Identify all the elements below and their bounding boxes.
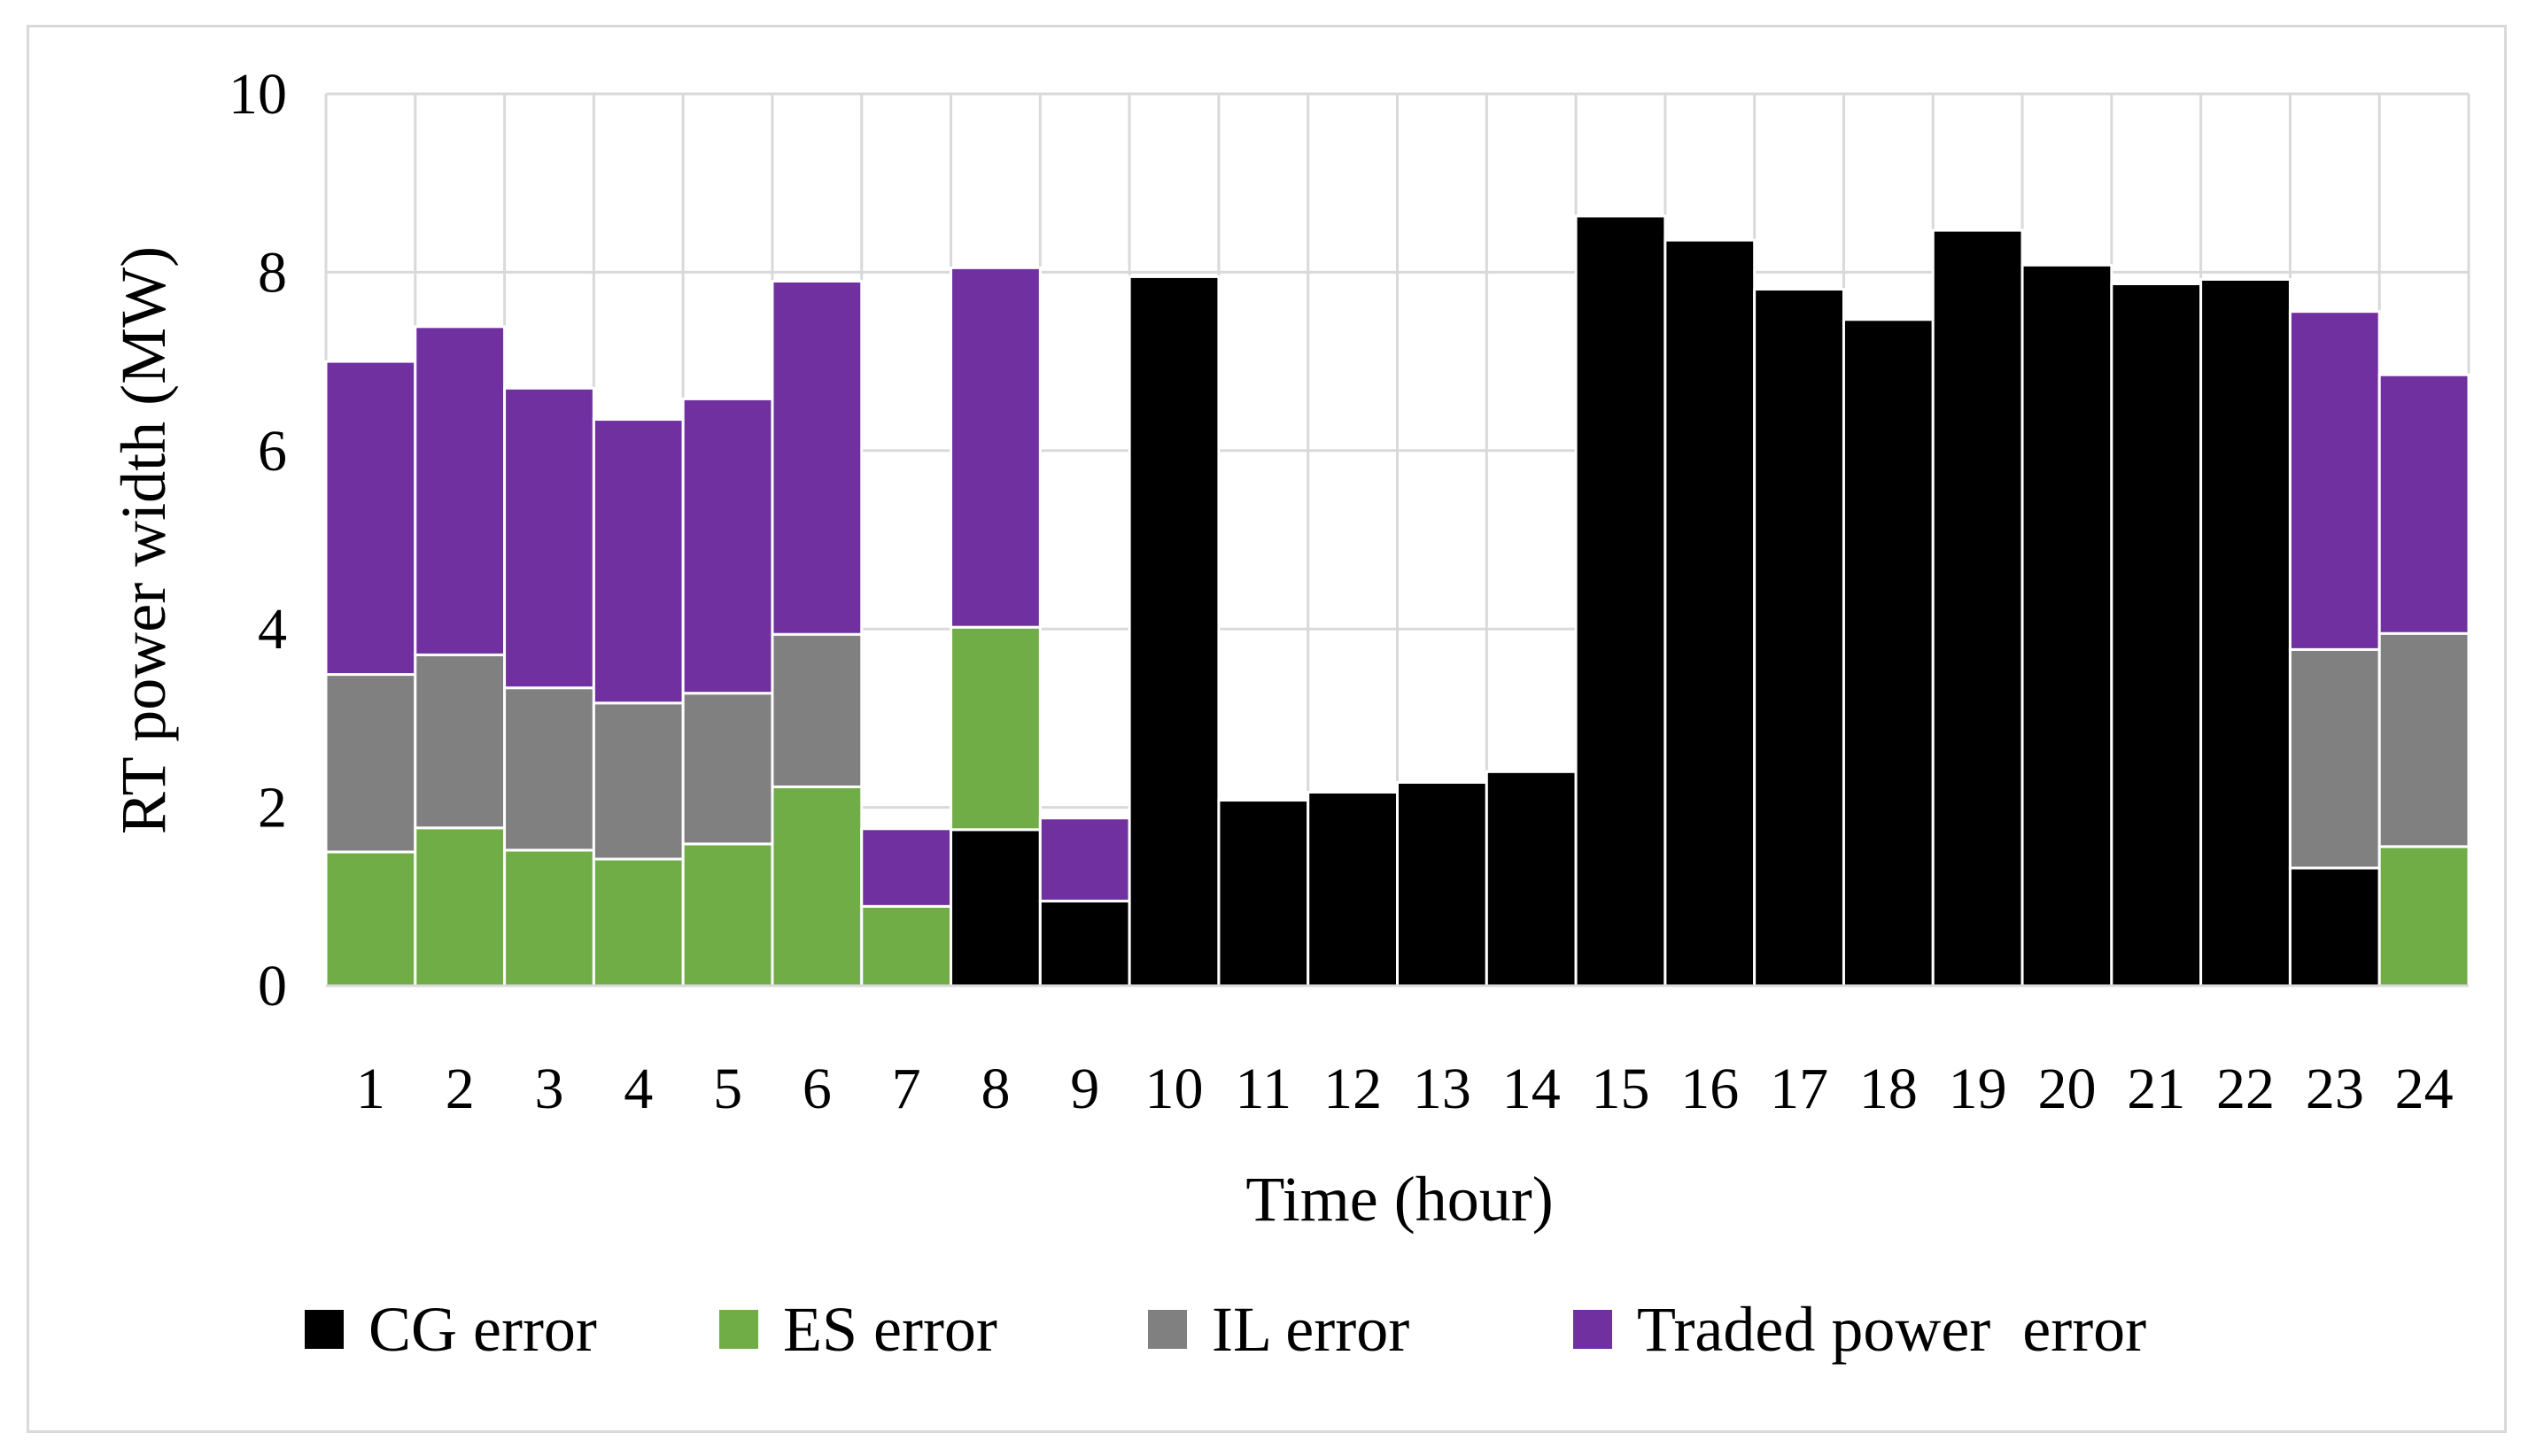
bar-segment-cg-error — [1217, 799, 1310, 987]
x-tick-label: 15 — [1591, 1057, 1649, 1121]
bar-segment-traded-power-error — [2288, 310, 2381, 651]
bar-segment-es-error — [503, 848, 595, 987]
x-tick-label: 5 — [713, 1057, 742, 1121]
bar-segment-cg-error — [1128, 275, 1221, 987]
legend-item-traded-power-error: Traded power error — [1573, 1294, 2146, 1365]
legend-swatch — [719, 1310, 758, 1349]
bar-segment-il-error — [771, 632, 864, 788]
legend-swatch — [305, 1310, 344, 1349]
x-tick-label: 7 — [892, 1057, 921, 1121]
y-tick-label: 10 — [229, 62, 287, 127]
bar-segment-es-error — [592, 857, 685, 987]
bar-segment-il-error — [2377, 631, 2470, 848]
x-tick-label: 14 — [1502, 1057, 1561, 1121]
x-tick-label: 6 — [803, 1057, 832, 1121]
y-tick-label: 0 — [258, 954, 287, 1018]
x-tick-label: 17 — [1770, 1057, 1828, 1121]
bar-segment-cg-error — [1842, 318, 1935, 987]
x-tick-label: 11 — [1236, 1057, 1292, 1121]
bar-segment-cg-error — [2110, 282, 2203, 987]
y-tick-label: 6 — [258, 419, 287, 484]
bar-segment-es-error — [324, 850, 417, 987]
x-axis-title: Time (hour) — [1245, 1164, 1553, 1235]
x-tick-label: 2 — [446, 1057, 475, 1121]
bar-segment-traded-power-error — [950, 266, 1042, 629]
y-tick-label: 8 — [258, 240, 287, 305]
y-tick-label: 4 — [258, 597, 287, 662]
x-tick-label: 20 — [2037, 1057, 2096, 1121]
bar-segment-traded-power-error — [324, 360, 417, 677]
bar-segment-es-error — [860, 904, 953, 987]
bar-segment-cg-error — [1664, 238, 1757, 987]
y-tick-label: 2 — [258, 776, 287, 840]
x-tick-label: 12 — [1323, 1057, 1382, 1121]
bar-segment-traded-power-error — [414, 325, 507, 656]
bar-segment-cg-error — [1038, 899, 1131, 987]
x-tick-label: 4 — [624, 1057, 653, 1121]
bar-segment-cg-error — [1574, 214, 1667, 987]
x-tick-label: 18 — [1859, 1057, 1918, 1121]
bar-segment-traded-power-error — [1038, 817, 1131, 902]
legend-item-es-error: ES error — [719, 1294, 997, 1365]
bar-segment-es-error — [2377, 845, 2470, 987]
bar-segment-es-error — [414, 826, 507, 987]
bar-segment-es-error — [681, 842, 774, 987]
bar-segment-cg-error — [2288, 866, 2381, 987]
x-tick-label: 21 — [2127, 1057, 2185, 1121]
bar-segment-cg-error — [1485, 770, 1578, 987]
bar-segment-traded-power-error — [681, 397, 774, 695]
legend-label: ES error — [783, 1294, 997, 1365]
bar-segment-il-error — [414, 653, 507, 830]
bar-segment-traded-power-error — [771, 279, 864, 636]
bar-segment-cg-error — [1396, 780, 1488, 987]
bar-segment-cg-error — [1753, 288, 1845, 987]
x-tick-label: 1 — [356, 1057, 385, 1121]
legend-item-cg-error: CG error — [305, 1294, 597, 1365]
x-tick-label: 23 — [2306, 1057, 2364, 1121]
bar-segment-es-error — [950, 625, 1042, 832]
x-tick-label: 16 — [1680, 1057, 1739, 1121]
x-tick-label: 13 — [1413, 1057, 1471, 1121]
bar-segment-cg-error — [1307, 790, 1400, 987]
bar-segment-traded-power-error — [592, 418, 685, 705]
bar-segment-cg-error — [1931, 228, 2024, 987]
bar-segment-il-error — [2288, 647, 2381, 870]
bar-segment-il-error — [681, 692, 774, 846]
bars — [324, 214, 2470, 987]
legend-label: CG error — [368, 1294, 597, 1365]
x-tick-label: 19 — [1949, 1057, 2007, 1121]
x-tick-label: 9 — [1070, 1057, 1099, 1121]
x-tick-label: 10 — [1145, 1057, 1204, 1121]
x-tick-label: 22 — [2216, 1057, 2275, 1121]
legend-swatch — [1148, 1310, 1187, 1349]
bar-segment-il-error — [592, 701, 685, 861]
x-tick-label: 24 — [2395, 1057, 2454, 1121]
bar-segment-il-error — [503, 686, 595, 852]
legend: CG error ES error IL error Traded power err… — [305, 1294, 2146, 1365]
bar-segment-traded-power-error — [860, 827, 953, 908]
bar-segment-cg-error — [950, 828, 1042, 987]
legend-label: IL error — [1212, 1294, 1409, 1365]
legend-item-il-error: IL error — [1148, 1294, 1409, 1365]
y-axis-title: RT power width (MW) — [108, 246, 179, 834]
legend-swatch — [1573, 1310, 1612, 1349]
bar-segment-es-error — [771, 785, 864, 987]
x-tick-label: 8 — [981, 1057, 1010, 1121]
x-tick-label: 3 — [534, 1057, 563, 1121]
legend-label: Traded power error — [1637, 1294, 2146, 1365]
bar-segment-cg-error — [2199, 277, 2292, 987]
bar-segment-il-error — [324, 673, 417, 854]
bar-segment-traded-power-error — [2377, 373, 2470, 635]
bar-segment-traded-power-error — [503, 386, 595, 690]
bar-segment-cg-error — [2020, 263, 2113, 987]
